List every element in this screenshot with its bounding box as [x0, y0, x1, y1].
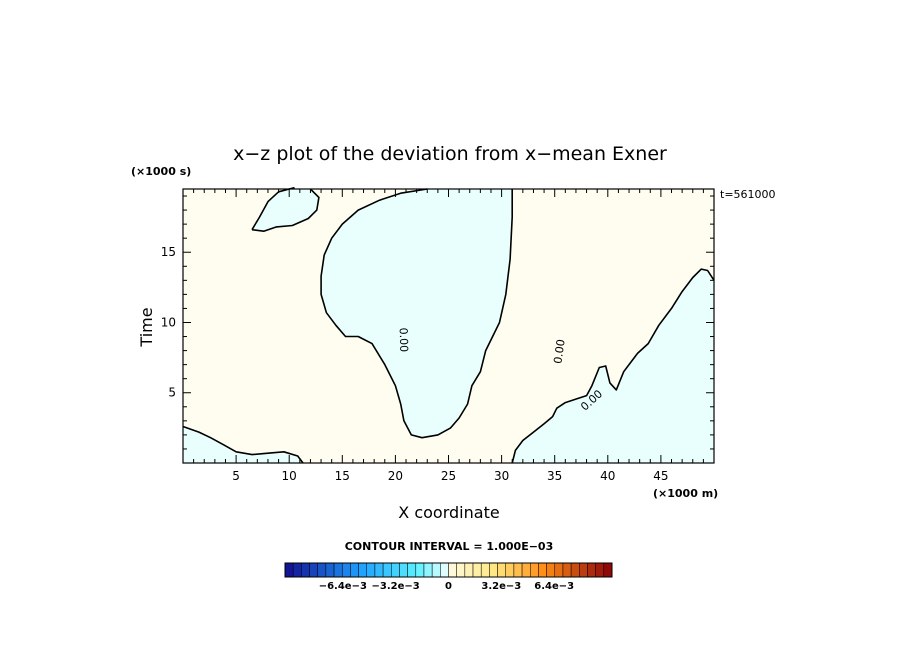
contour-line [182, 425, 304, 464]
colorbar-label: −6.4e−3 [319, 581, 367, 592]
colorbar-swatch [579, 562, 588, 578]
colorbar-swatch [325, 562, 335, 578]
negative-region [252, 187, 319, 232]
chart-title: x−z plot of the deviation from x−mean Ex… [233, 143, 667, 165]
colorbar-swatch [391, 562, 400, 578]
x-tick-label: 20 [388, 469, 403, 483]
y-tick-label: 10 [161, 315, 176, 329]
contour-line [251, 186, 320, 232]
negative-region [321, 189, 513, 438]
y-tick-label: 15 [161, 245, 176, 259]
contour-line [320, 188, 513, 439]
colorbar-swatch [423, 562, 433, 578]
contour-interval-label: CONTOUR INTERVAL = 1.000E−03 [345, 540, 554, 553]
colorbar-swatch [587, 562, 596, 578]
colorbar-swatch [513, 562, 523, 578]
colorbar-swatch [603, 562, 613, 578]
colorbar-frame [284, 562, 613, 578]
colorbar-swatch [497, 562, 506, 578]
colorbar-swatch [530, 562, 539, 578]
x-tick-label: 30 [494, 469, 509, 483]
x-tick-labels: 5 10 15 20 25 30 35 40 45 [232, 469, 668, 483]
negative-regions [183, 187, 714, 463]
y-tick-labels: 5 10 15 [161, 245, 176, 400]
colorbar-swatch [374, 562, 384, 578]
x-axis-label: X coordinate [398, 503, 499, 522]
colorbar-swatch [292, 562, 302, 578]
colorbar-swatch [554, 562, 564, 578]
colorbar-swatch [570, 562, 580, 578]
colorbar-label: 0 [445, 581, 452, 592]
axis-ticks [183, 189, 714, 463]
colorbar-swatch [521, 562, 531, 578]
color-bar [284, 562, 613, 578]
x-tick-label: 5 [232, 469, 240, 483]
x-tick-label: 25 [441, 469, 456, 483]
negative-region [183, 426, 303, 463]
colorbar-swatch [456, 562, 466, 578]
colorbar-swatch [480, 562, 490, 578]
colorbar-swatch [546, 562, 556, 578]
colorbar-swatch [489, 562, 498, 578]
colorbar-label: 6.4e−3 [534, 581, 574, 592]
x-tick-label: 40 [600, 469, 615, 483]
contour-line [511, 268, 715, 464]
negative-region [512, 269, 714, 463]
colorbar-swatch [284, 562, 294, 578]
colorbar-swatch [538, 562, 547, 578]
colorbar-label: 3.2e−3 [481, 581, 521, 592]
colorbar-swatch [366, 562, 376, 578]
colorbar-swatch [407, 562, 417, 578]
colorbar-swatch [505, 562, 515, 578]
colorbar-labels: −6.4e−3 −3.2e−3 0 3.2e−3 6.4e−3 [319, 581, 574, 592]
colorbar-swatch [472, 562, 482, 578]
colorbar-swatch [382, 562, 392, 578]
colorbar-swatch [350, 562, 359, 578]
x-unit-label: (×1000 m) [653, 487, 718, 500]
colorbar-swatch [464, 562, 474, 578]
y-tick-label: 5 [168, 386, 176, 400]
contour-label-left: 0.00 [397, 327, 411, 352]
contour-lines [182, 186, 715, 464]
colorbar-swatch [301, 562, 310, 578]
x-tick-label: 45 [653, 469, 668, 483]
colorbar-swatch [341, 562, 351, 578]
colorbar-swatch [333, 562, 343, 578]
colorbar-swatch [309, 562, 318, 578]
colorbar-label: −3.2e−3 [372, 581, 420, 592]
y-unit-label: (×1000 s) [131, 165, 191, 178]
time-stamp-label: t=561000 [720, 188, 776, 201]
colorbar-swatch [595, 562, 605, 578]
contour-label-center: 0.00 [551, 338, 567, 364]
y-axis-label: Time [137, 307, 156, 347]
colorbar-swatch [448, 562, 457, 578]
x-tick-label: 15 [335, 469, 350, 483]
colorbar-swatch [440, 562, 449, 578]
colorbar-swatch [317, 562, 327, 578]
x-tick-label: 10 [282, 469, 297, 483]
colorbar-swatch [431, 562, 441, 578]
x-tick-label: 35 [547, 469, 562, 483]
plot-area: 0.00 0.00 0.00 [182, 186, 715, 464]
colorbar-swatch [358, 562, 368, 578]
colorbar-swatch [562, 562, 572, 578]
colorbar-swatch [415, 562, 425, 578]
colorbar-swatch [399, 562, 408, 578]
